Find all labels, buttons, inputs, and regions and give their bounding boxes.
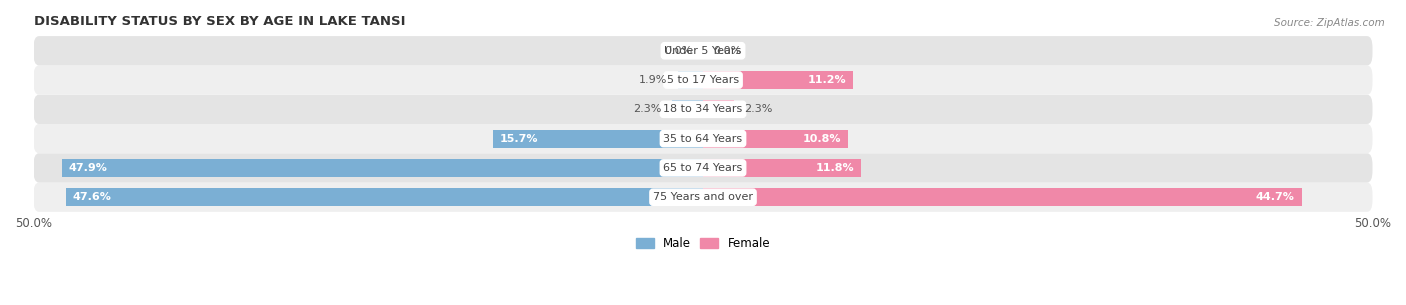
FancyBboxPatch shape [34,183,1372,212]
Bar [492,130,703,148]
FancyBboxPatch shape [34,124,1372,153]
Legend: Male, Female: Male, Female [631,233,775,255]
Text: 18 to 34 Years: 18 to 34 Years [664,104,742,114]
FancyBboxPatch shape [34,153,1372,183]
Bar [66,188,703,206]
Text: Source: ZipAtlas.com: Source: ZipAtlas.com [1274,18,1385,28]
Text: 75 Years and over: 75 Years and over [652,192,754,202]
Text: 10.8%: 10.8% [803,134,841,144]
Text: 35 to 64 Years: 35 to 64 Years [664,134,742,144]
Bar [703,159,860,177]
Text: 1.9%: 1.9% [638,75,666,85]
Text: 2.3%: 2.3% [633,104,661,114]
Text: 15.7%: 15.7% [499,134,538,144]
Bar [672,100,703,118]
Text: 0.0%: 0.0% [714,46,742,56]
FancyBboxPatch shape [34,95,1372,124]
Text: 11.2%: 11.2% [807,75,846,85]
Text: 65 to 74 Years: 65 to 74 Years [664,163,742,173]
Bar [703,71,853,89]
Text: 44.7%: 44.7% [1256,192,1295,202]
FancyBboxPatch shape [34,36,1372,65]
FancyBboxPatch shape [34,65,1372,95]
Text: 11.8%: 11.8% [815,163,855,173]
Bar [703,100,734,118]
Bar [703,130,848,148]
Bar [678,71,703,89]
Text: 2.3%: 2.3% [745,104,773,114]
Text: 5 to 17 Years: 5 to 17 Years [666,75,740,85]
Text: 0.0%: 0.0% [664,46,692,56]
Text: 47.6%: 47.6% [72,192,111,202]
Text: Under 5 Years: Under 5 Years [665,46,741,56]
Text: DISABILITY STATUS BY SEX BY AGE IN LAKE TANSI: DISABILITY STATUS BY SEX BY AGE IN LAKE … [34,15,405,28]
Bar [703,188,1302,206]
Text: 47.9%: 47.9% [69,163,107,173]
Bar [62,159,703,177]
